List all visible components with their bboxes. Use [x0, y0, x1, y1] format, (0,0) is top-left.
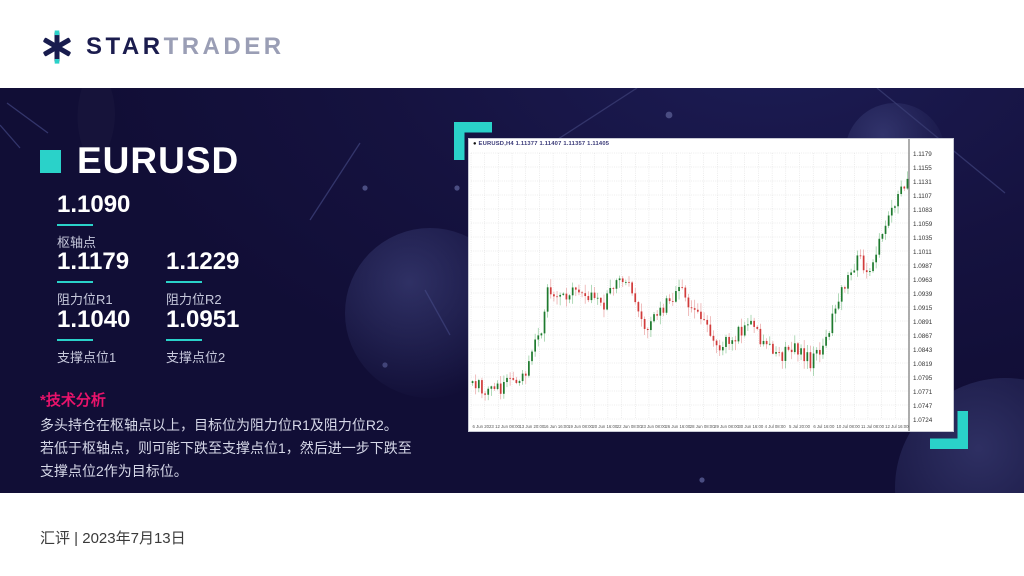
- svg-text:1.1155: 1.1155: [913, 165, 932, 172]
- svg-text:1.1011: 1.1011: [913, 249, 932, 256]
- svg-text:29 Jun 08:00: 29 Jun 08:00: [714, 424, 739, 429]
- svg-text:1.1131: 1.1131: [913, 179, 932, 186]
- svg-text:1.0915: 1.0915: [913, 305, 933, 312]
- svg-text:1.0843: 1.0843: [913, 347, 933, 354]
- svg-text:30 Jun 16:00: 30 Jun 16:00: [738, 424, 763, 429]
- svg-text:6 Jul 16:00: 6 Jul 16:00: [813, 424, 835, 429]
- svg-text:1.1035: 1.1035: [913, 235, 933, 242]
- svg-text:13 Jun 20:00: 13 Jun 20:00: [519, 424, 544, 429]
- svg-text:6 Jun 2023: 6 Jun 2023: [473, 424, 495, 429]
- svg-text:12 Jul 16:00: 12 Jul 16:00: [885, 424, 909, 429]
- svg-text:16 Jun 16:00: 16 Jun 16:00: [544, 424, 569, 429]
- svg-text:1.0891: 1.0891: [913, 319, 933, 326]
- svg-text:20 Jun 16:00: 20 Jun 16:00: [592, 424, 617, 429]
- svg-text:1.0987: 1.0987: [913, 263, 933, 270]
- svg-text:11 Jul 08:00: 11 Jul 08:00: [861, 424, 885, 429]
- svg-text:1.0724: 1.0724: [913, 417, 933, 424]
- svg-text:28 Jun 08:00: 28 Jun 08:00: [690, 424, 715, 429]
- svg-text:5 Jul 20:00: 5 Jul 20:00: [789, 424, 811, 429]
- svg-text:26 Jun 16:00: 26 Jun 16:00: [665, 424, 690, 429]
- svg-text:19 Jun 08:00: 19 Jun 08:00: [568, 424, 593, 429]
- svg-text:23 Jun 08:00: 23 Jun 08:00: [641, 424, 666, 429]
- svg-text:22 Jun 08:00: 22 Jun 08:00: [617, 424, 642, 429]
- svg-text:1.1107: 1.1107: [913, 193, 932, 200]
- svg-text:1.0939: 1.0939: [913, 291, 933, 298]
- svg-text:1.0819: 1.0819: [913, 361, 933, 368]
- svg-text:1.0867: 1.0867: [913, 333, 933, 340]
- svg-text:1.1059: 1.1059: [913, 221, 933, 228]
- svg-text:1.0747: 1.0747: [913, 403, 933, 410]
- svg-text:12 Jun 08:00: 12 Jun 08:00: [495, 424, 520, 429]
- svg-text:1.0795: 1.0795: [913, 375, 933, 382]
- svg-text:10 Jul 08:00: 10 Jul 08:00: [836, 424, 860, 429]
- svg-text:1.0963: 1.0963: [913, 277, 933, 284]
- svg-text:4 Jul 08:00: 4 Jul 08:00: [765, 424, 787, 429]
- svg-text:1.1083: 1.1083: [913, 207, 933, 214]
- svg-text:1.1179: 1.1179: [913, 151, 932, 158]
- svg-text:1.0771: 1.0771: [913, 389, 933, 396]
